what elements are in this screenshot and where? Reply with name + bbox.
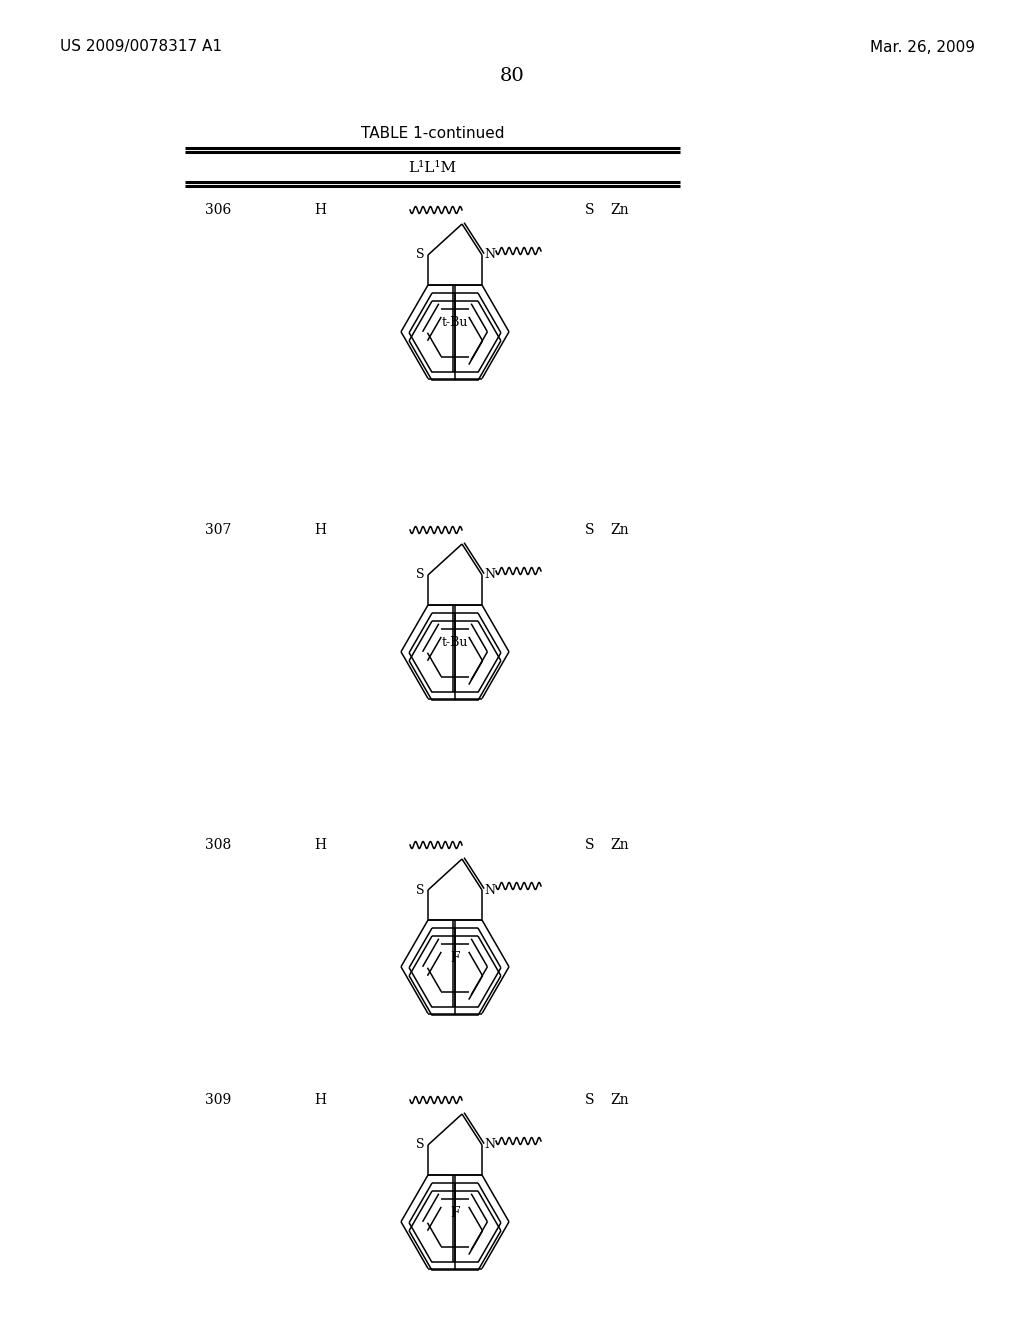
Text: N: N xyxy=(484,883,496,896)
Text: S: S xyxy=(416,1138,424,1151)
Text: Zn: Zn xyxy=(610,203,630,216)
Text: S: S xyxy=(586,1093,595,1107)
Text: S: S xyxy=(586,203,595,216)
Text: t-Bu: t-Bu xyxy=(441,636,468,649)
Text: S: S xyxy=(416,569,424,582)
Text: Zn: Zn xyxy=(610,838,630,851)
Text: L¹L¹M: L¹L¹M xyxy=(409,161,457,176)
Text: 306: 306 xyxy=(205,203,231,216)
Text: H: H xyxy=(314,523,326,537)
Text: F: F xyxy=(451,1206,460,1220)
Text: 308: 308 xyxy=(205,838,231,851)
Text: H: H xyxy=(314,203,326,216)
Text: Zn: Zn xyxy=(610,1093,630,1107)
Text: F: F xyxy=(451,950,460,965)
Text: 307: 307 xyxy=(205,523,231,537)
Text: S: S xyxy=(416,883,424,896)
Text: S: S xyxy=(416,248,424,261)
Text: N: N xyxy=(484,248,496,261)
Text: S: S xyxy=(586,838,595,851)
Text: TABLE 1-continued: TABLE 1-continued xyxy=(360,125,504,140)
Text: S: S xyxy=(586,523,595,537)
Text: H: H xyxy=(314,838,326,851)
Text: t-Bu: t-Bu xyxy=(441,317,468,330)
Text: H: H xyxy=(314,1093,326,1107)
Text: 309: 309 xyxy=(205,1093,231,1107)
Text: US 2009/0078317 A1: US 2009/0078317 A1 xyxy=(60,40,222,54)
Text: Mar. 26, 2009: Mar. 26, 2009 xyxy=(870,40,975,54)
Text: 80: 80 xyxy=(500,67,524,84)
Text: N: N xyxy=(484,1138,496,1151)
Text: N: N xyxy=(484,569,496,582)
Text: Zn: Zn xyxy=(610,523,630,537)
